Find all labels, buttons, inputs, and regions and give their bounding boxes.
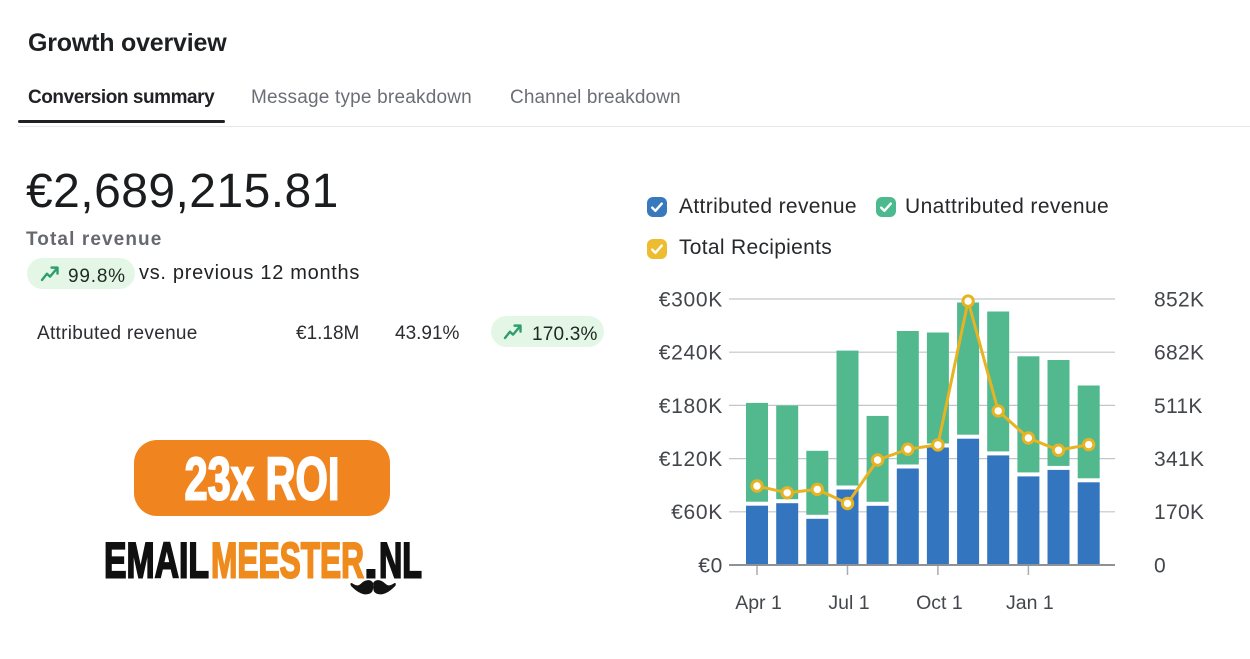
svg-text:€0: €0 (698, 554, 723, 577)
svg-text:Jul 1: Jul 1 (828, 592, 869, 614)
svg-text:Jan 1: Jan 1 (1006, 592, 1054, 614)
svg-text:682K: 682K (1154, 342, 1204, 365)
svg-text:23x ROI: 23x ROI (185, 446, 340, 513)
svg-text:MEESTER: MEESTER (211, 532, 364, 588)
svg-text:€300K: €300K (659, 288, 723, 311)
svg-text:€60K: €60K (671, 501, 723, 524)
svg-text:0: 0 (1154, 554, 1166, 577)
svg-text:Oct 1: Oct 1 (916, 592, 963, 614)
svg-text:170K: 170K (1154, 501, 1204, 524)
svg-text:€240K: €240K (659, 342, 723, 365)
svg-text:NL: NL (379, 532, 422, 588)
svg-text:852K: 852K (1154, 288, 1204, 311)
svg-text:.: . (364, 532, 378, 588)
svg-text:€120K: €120K (659, 448, 723, 471)
svg-text:€180K: €180K (659, 395, 723, 418)
svg-text:341K: 341K (1154, 448, 1204, 471)
svg-text:EMAIL: EMAIL (104, 532, 209, 588)
svg-text:Apr 1: Apr 1 (735, 592, 782, 614)
svg-text:511K: 511K (1154, 395, 1203, 418)
